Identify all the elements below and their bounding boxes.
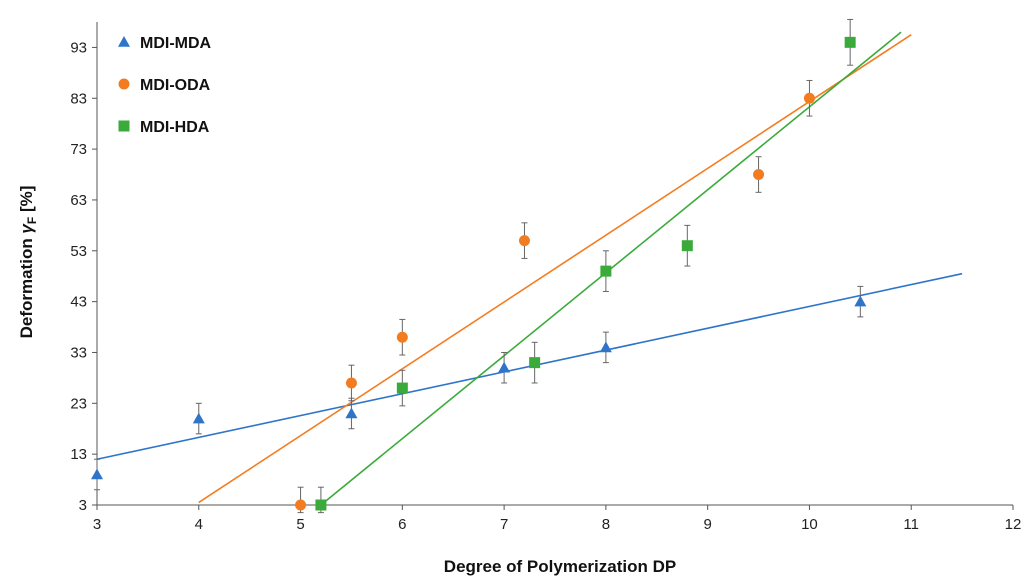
mdi-oda-trend-line: [198, 34, 912, 504]
y-tick-label: 63: [70, 192, 87, 209]
mdi-mda-point: [91, 468, 103, 480]
x-tick-label: 7: [500, 516, 508, 533]
y-tick-label: 23: [70, 395, 87, 412]
x-tick-label: 10: [801, 516, 818, 533]
mdi-oda-point: [345, 377, 357, 389]
mdi-hda-point: [844, 36, 856, 48]
legend-mdi-hda-label: MDI-HDA: [140, 119, 210, 136]
legend-mdi-mda-label: MDI-MDA: [140, 35, 212, 52]
data-markers: [91, 36, 867, 511]
mdi-mda-point: [192, 412, 205, 424]
legend-mdi-oda-marker: [118, 78, 130, 90]
mdi-hda-point: [529, 357, 541, 369]
mdi-mda-point: [498, 361, 511, 373]
axes: [92, 22, 1014, 510]
x-tick-label: 8: [602, 516, 610, 533]
x-tick-label: 3: [93, 516, 101, 533]
mdi-mda-point: [854, 295, 867, 307]
y-tick-label: 83: [70, 90, 87, 107]
x-tick-label: 11: [903, 516, 919, 533]
y-tick-label: 33: [70, 344, 87, 361]
mdi-hda-point: [681, 240, 693, 252]
mdi-hda-point: [315, 499, 327, 511]
y-axis-title-main: Deformation: [17, 234, 36, 339]
trend-lines: [96, 31, 963, 506]
x-tick-label: 4: [195, 516, 203, 533]
mdi-mda-point: [599, 341, 612, 353]
x-tick-label: 12: [1005, 516, 1022, 533]
mdi-oda-point: [518, 235, 530, 247]
x-tick-label: 5: [296, 516, 304, 533]
mdi-oda-point: [396, 331, 408, 343]
mdi-oda-point: [295, 499, 307, 511]
x-axis-title: Degree of Polymerization DP: [444, 557, 676, 576]
tick-labels: 3 13 23 33 43 53 63 73 83 93 3 4 5 6 7 8 9 10 11 12: [70, 39, 1021, 533]
y-axis-title: Deformation γF [%]: [17, 186, 39, 339]
mdi-oda-point: [803, 92, 815, 104]
y-axis-title-sub: F: [25, 217, 39, 224]
y-axis-title-unit: [%]: [17, 186, 36, 217]
y-tick-label: 93: [70, 39, 87, 56]
mdi-mda-point: [345, 407, 358, 419]
mdi-oda-point: [753, 169, 765, 181]
mdi-hda-point: [396, 382, 408, 394]
y-tick-label: 53: [70, 243, 87, 260]
y-tick-label: 3: [79, 497, 87, 514]
y-axis-title-symbol: γ: [17, 223, 36, 234]
legend-mdi-oda-label: MDI-ODA: [140, 77, 211, 94]
legend-mdi-hda-marker: [118, 120, 130, 132]
legend-mdi-mda-marker: [118, 36, 130, 47]
x-tick-label: 6: [398, 516, 406, 533]
y-tick-label: 13: [70, 446, 87, 463]
y-tick-label: 43: [70, 294, 87, 311]
mdi-hda-point: [600, 265, 612, 277]
x-tick-label: 9: [703, 516, 711, 533]
legend: MDI-MDA MDI-ODA MDI-HDA: [118, 35, 212, 136]
y-tick-label: 73: [70, 141, 87, 158]
